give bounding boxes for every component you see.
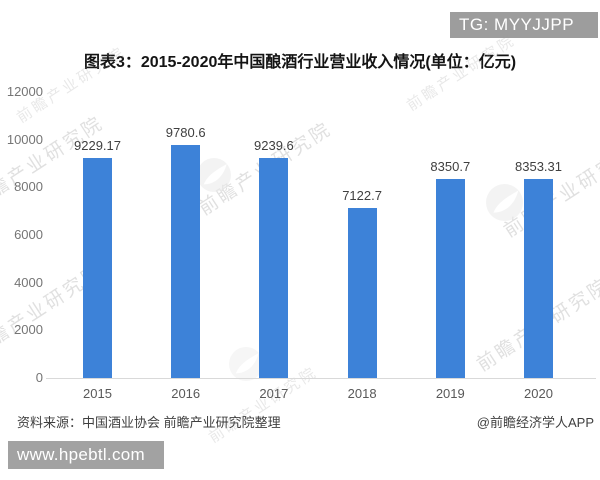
chart-title: 图表3：2015-2020年中国酿酒行业营业收入情况(单位：亿元) xyxy=(83,54,517,71)
watermark-url-bar: www.hpebtl.com xyxy=(8,441,164,469)
tg-contact-badge: TG: MYYJJPP xyxy=(450,12,598,38)
y-tick-label: 12000 xyxy=(6,84,43,99)
x-tick-label: 2020 xyxy=(524,386,553,401)
y-tick-label: 10000 xyxy=(6,131,43,147)
bar xyxy=(524,178,553,378)
bar xyxy=(435,178,465,378)
source-note: 资料来源：中国酒业协会 前瞻产业研究院整理 xyxy=(17,415,281,430)
y-tick-label: 2000 xyxy=(14,322,43,338)
bar-value-label: 8353.31 xyxy=(515,158,562,174)
y-tick-label: 4000 xyxy=(14,274,43,290)
credit-note: @前瞻经济学人APP xyxy=(476,415,594,430)
bar-value-label: 9239.6 xyxy=(254,137,294,153)
x-tick-label: 2017 xyxy=(259,386,289,401)
y-tick-label: 8000 xyxy=(14,179,43,195)
bar-value-label: 8350.7 xyxy=(430,158,471,174)
x-tick-label: 2016 xyxy=(171,386,201,401)
x-axis-line xyxy=(46,378,596,379)
bar-value-label: 9780.6 xyxy=(165,124,206,140)
y-tick-label: 6000 xyxy=(14,227,43,242)
x-tick-label: 2018 xyxy=(347,386,377,401)
bar-value-label: 9229.17 xyxy=(74,138,121,154)
x-tick-label: 2015 xyxy=(83,386,112,401)
bar xyxy=(171,144,201,378)
bar xyxy=(83,158,112,378)
bar xyxy=(347,208,377,378)
y-tick-label: 0 xyxy=(35,370,43,385)
bar-value-label: 7122.7 xyxy=(342,188,382,204)
bar xyxy=(259,157,289,378)
x-tick-label: 2019 xyxy=(435,386,465,401)
